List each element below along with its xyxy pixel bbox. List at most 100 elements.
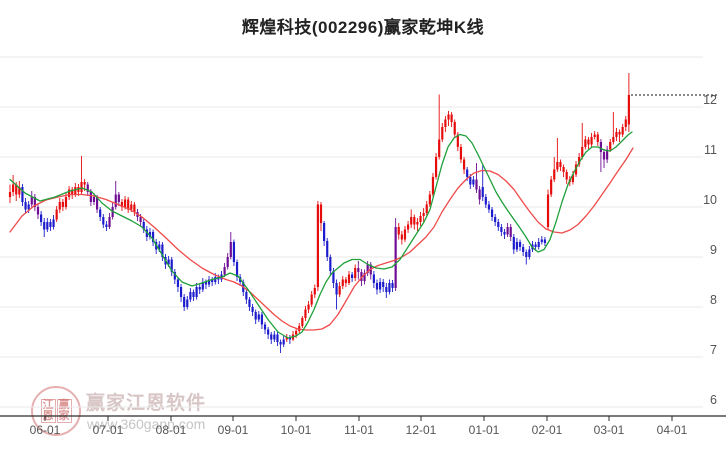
candle-body (490, 209, 494, 217)
candle-body (148, 232, 152, 237)
candle-body (475, 179, 478, 190)
candle-body (596, 134, 599, 142)
candle-body (512, 237, 515, 250)
candle-body (27, 204, 30, 210)
candle-body (397, 227, 400, 235)
candle-body (326, 241, 329, 257)
y-axis-label: 6 (710, 393, 717, 407)
candle-body (214, 277, 217, 282)
candle-body (151, 232, 155, 242)
x-axis-label: 11-01 (344, 423, 374, 437)
candle-body (363, 273, 366, 281)
candle-body (612, 137, 615, 142)
candle-body (304, 309, 307, 318)
candle-body (351, 274, 354, 278)
candle-body (285, 337, 288, 340)
seal-char: 江 (42, 399, 54, 411)
candle-body (192, 292, 195, 297)
candle-body (428, 194, 431, 205)
watermark-site-text: www.360gann.com (87, 416, 206, 432)
candle-body (316, 204, 319, 287)
candle-body (506, 227, 509, 235)
candle-body (599, 142, 602, 152)
candle-body (52, 219, 55, 227)
candle-body (528, 249, 531, 257)
candle-body (273, 334, 276, 340)
candle-body (30, 197, 33, 205)
candle-body (186, 299, 189, 307)
candle-body (114, 194, 117, 207)
candle-body (459, 147, 463, 160)
candle-body (130, 204, 133, 210)
candle-body (571, 174, 575, 182)
candle-body (108, 217, 111, 227)
candle-body (260, 314, 264, 325)
candle-body (624, 119, 627, 127)
x-axis-label: 09-01 (218, 423, 249, 437)
candle-body (550, 179, 553, 195)
candle-body (310, 294, 313, 305)
y-axis-label: 8 (710, 293, 717, 307)
candle-body (133, 204, 136, 212)
candle-body (235, 262, 239, 277)
candle-body (357, 268, 360, 272)
candle-body (562, 167, 565, 172)
candle-body (86, 184, 89, 192)
candle-body (444, 119, 447, 127)
candle-body (8, 192, 12, 197)
x-axis-label: 02-01 (532, 423, 563, 437)
candle-body (425, 204, 428, 213)
candle-body (615, 132, 618, 137)
candle-body (183, 297, 186, 307)
candle-body (223, 267, 226, 275)
candle-body (207, 279, 211, 285)
candle-body (49, 222, 52, 227)
candle-body (323, 223, 326, 241)
candle-body (578, 157, 581, 165)
candle-body (142, 222, 145, 230)
candle-body (245, 292, 248, 300)
candle-body (462, 159, 466, 170)
candle-body (431, 177, 435, 195)
candle-body (12, 184, 15, 192)
x-axis-label: 03-01 (594, 423, 625, 437)
candle-body (105, 224, 108, 227)
candle-body (394, 227, 397, 288)
candle-body (276, 334, 279, 342)
candle-body (378, 282, 382, 290)
candle-body (484, 197, 487, 205)
candle-body (525, 252, 528, 257)
candle-body (494, 217, 497, 222)
candle-body (43, 222, 46, 230)
candle-body (211, 279, 214, 282)
candle-body (450, 114, 453, 122)
candle-body (40, 214, 43, 222)
candle-body (71, 189, 74, 195)
candle-body (466, 169, 469, 177)
candle-body (254, 312, 257, 320)
candle-body (360, 272, 363, 281)
candle-body (590, 137, 593, 145)
candle-body (515, 242, 519, 250)
y-axis-label: 7 (710, 343, 717, 357)
seal-char: 赢 (58, 399, 70, 411)
candle-body (170, 259, 173, 272)
candle-body (198, 287, 201, 290)
candle-body (354, 268, 357, 278)
candle-body (609, 142, 612, 150)
candle-body (335, 283, 338, 295)
candle-body (509, 227, 512, 237)
candle-body (232, 242, 236, 262)
candle-body (487, 204, 491, 210)
candle-body (167, 259, 170, 265)
candle-body (416, 222, 419, 225)
candle-body (24, 202, 27, 210)
candle-body (341, 279, 344, 286)
candle-body (556, 162, 559, 170)
candle-body (195, 287, 198, 297)
x-axis-label: 01-01 (469, 423, 500, 437)
candle-body (385, 287, 388, 292)
candle-body (179, 287, 183, 297)
candle-body (441, 127, 444, 140)
